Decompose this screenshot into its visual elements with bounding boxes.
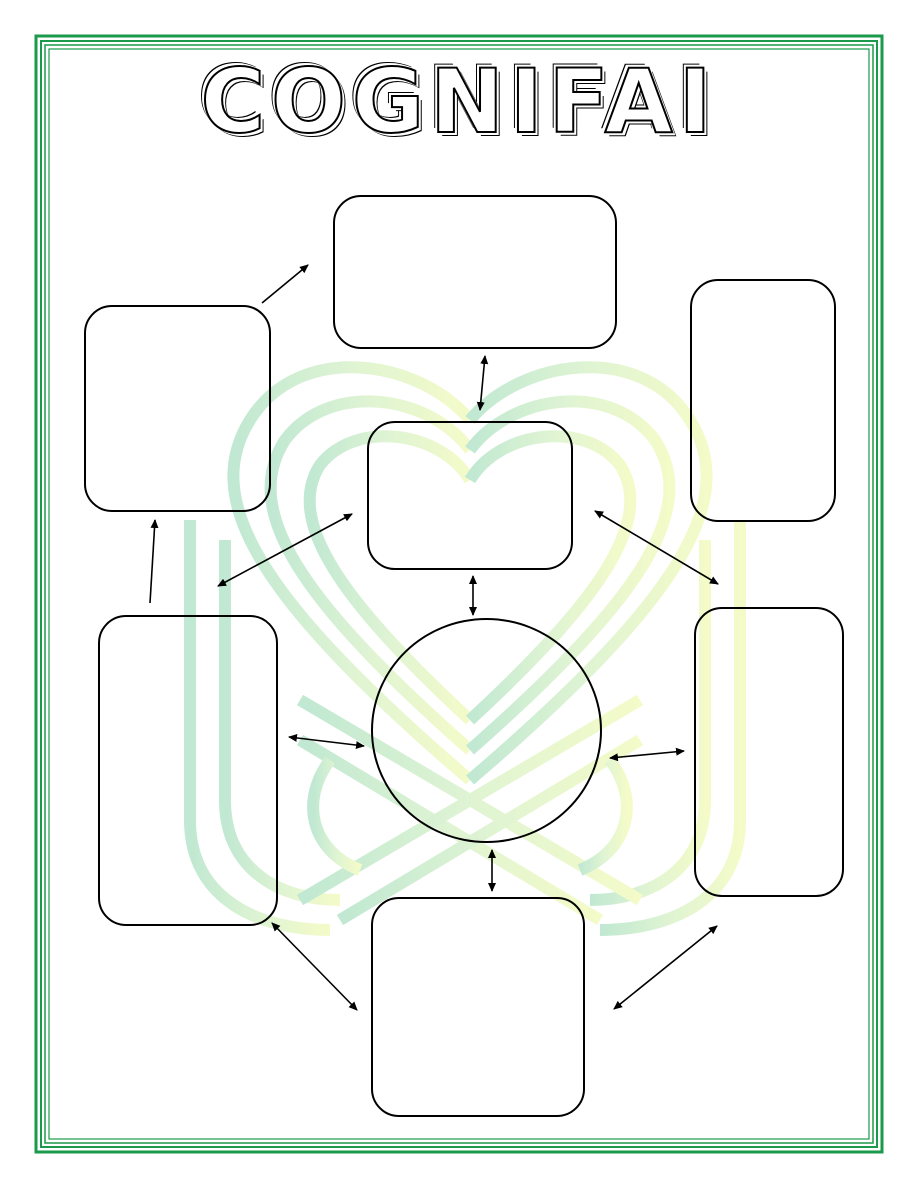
arrow-leftlower-to-leftupper: [149, 519, 159, 604]
arrow-circle-rightlower: [609, 747, 685, 762]
right-upper-box: [690, 279, 836, 522]
arrow-leftlower-circle: [288, 733, 365, 750]
arrow-center-left: [217, 513, 353, 587]
arrow-leftupper-to-top: [261, 264, 309, 304]
arrow-bottom-rightlower: [613, 925, 718, 1010]
center-circle: [371, 618, 602, 843]
page-title: COGNIFAI: [200, 50, 718, 153]
left-upper-box: [84, 305, 271, 512]
left-lower-box: [98, 615, 278, 926]
center-box: [367, 421, 573, 570]
arrow-leftlower-bottom: [271, 922, 358, 1011]
bottom-box: [371, 897, 585, 1117]
arrow-center-right: [594, 510, 719, 585]
arrow-top-center: [476, 355, 489, 411]
right-lower-box: [694, 607, 844, 897]
top-box: [333, 195, 617, 349]
